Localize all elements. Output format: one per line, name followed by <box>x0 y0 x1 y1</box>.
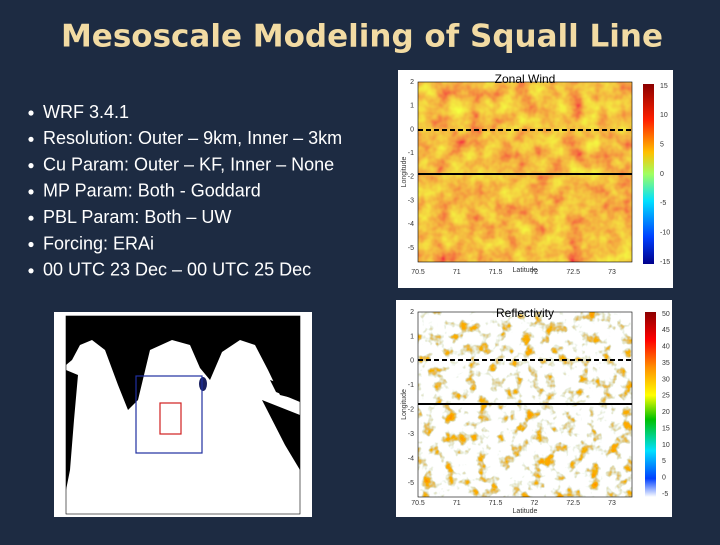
panel-title: Zonal Wind <box>495 72 556 86</box>
x-tick-label: 73 <box>608 500 616 507</box>
colorbar <box>645 312 656 497</box>
bullet-text: MP Param: Both - Goddard <box>43 181 261 201</box>
x-tick-label: 70.5 <box>411 269 425 276</box>
colorbar-label: 35 <box>662 360 670 367</box>
bullet-text: 00 UTC 23 Dec – 00 UTC 25 Dec <box>43 260 311 280</box>
x-tick-label: 72 <box>531 500 539 507</box>
y-tick-label: 0 <box>410 358 414 365</box>
colorbar-label: 15 <box>660 83 668 90</box>
bullet-text: WRF 3.4.1 <box>43 102 129 122</box>
colorbar-label: -15 <box>660 259 670 266</box>
map-frame <box>65 315 301 515</box>
y-tick-label: 0 <box>410 126 414 133</box>
panel-title: Reflectivity <box>496 306 554 320</box>
x-axis-label: Latitude <box>513 267 538 274</box>
colorbar <box>643 84 654 264</box>
plot-frame <box>417 81 633 263</box>
bullet-dot <box>28 215 34 221</box>
y-tick-label: -5 <box>408 480 414 487</box>
x-tick-label: 72 <box>531 269 539 276</box>
colorbar-label: 10 <box>662 442 670 449</box>
colorbar-label: 0 <box>662 474 666 481</box>
bullet-dot <box>28 241 34 248</box>
bullet-text: Forcing: ERAi <box>43 233 154 253</box>
y-tick-label: -1 <box>408 382 414 389</box>
colorbar-label: 45 <box>662 327 670 334</box>
bullet-dot <box>28 136 34 142</box>
bullet-dot <box>28 268 34 274</box>
bullet-list: WRF 3.4.1 Resolution: Outer – 9km, Inner … <box>28 102 342 280</box>
y-axis-label: Longitude <box>401 389 408 420</box>
x-axis-label: Latitude <box>513 508 538 515</box>
colorbar-label: 0 <box>660 171 664 178</box>
bullet-text: Cu Param: Outer – KF, Inner – None <box>43 154 334 174</box>
y-tick-label: -2 <box>408 407 414 414</box>
colorbar-label: -5 <box>662 491 668 498</box>
y-tick-label: 1 <box>410 103 414 110</box>
land <box>66 316 300 490</box>
y-tick-label: 1 <box>410 333 414 340</box>
y-tick-label: 2 <box>410 309 414 316</box>
colorbar-label: 20 <box>662 409 670 416</box>
y-tick-label: -4 <box>408 221 414 228</box>
colorbar-label: 40 <box>662 344 670 351</box>
x-tick-label: 70.5 <box>411 500 425 507</box>
inner-domain <box>159 402 182 435</box>
x-tick-label: 71.5 <box>489 269 503 276</box>
y-tick-label: -3 <box>408 431 414 438</box>
x-tick-label: 71 <box>453 500 461 507</box>
colorbar-label: -10 <box>660 230 670 237</box>
x-tick-label: 73 <box>608 269 616 276</box>
bullet-text: Resolution: Outer – 9km, Inner – 3km <box>43 128 342 148</box>
colorbar-label: 30 <box>662 376 670 383</box>
bullet-dot <box>28 110 34 116</box>
colorbar-label: 5 <box>660 142 664 149</box>
y-tick-label: -2 <box>408 174 414 181</box>
colorbar-label: 10 <box>660 112 668 119</box>
colorbar-label: 25 <box>662 393 670 400</box>
colorbar-label: 15 <box>662 425 670 432</box>
colorbar-label: 50 <box>662 311 670 318</box>
y-axis-label: Longitude <box>401 157 408 188</box>
outer-domain <box>135 375 203 454</box>
slide-title: Mesoscale Modeling of Squall Line <box>61 19 663 55</box>
bullet-text: PBL Param: Both – UW <box>43 207 231 227</box>
x-tick-label: 71 <box>453 269 461 276</box>
y-tick-label: -5 <box>408 245 414 252</box>
colorbar-label: -5 <box>660 200 666 207</box>
y-tick-label: -3 <box>408 197 414 204</box>
x-tick-label: 72.5 <box>566 269 580 276</box>
y-tick-label: -1 <box>408 150 414 157</box>
bullet-dot <box>28 163 34 169</box>
colorbar-label: 5 <box>662 458 666 465</box>
x-tick-label: 71.5 <box>489 500 503 507</box>
y-tick-label: 2 <box>410 79 414 86</box>
y-tick-label: -4 <box>408 455 414 462</box>
x-tick-label: 72.5 <box>566 500 580 507</box>
heatmap <box>418 82 632 262</box>
bullet-dot <box>28 189 34 195</box>
